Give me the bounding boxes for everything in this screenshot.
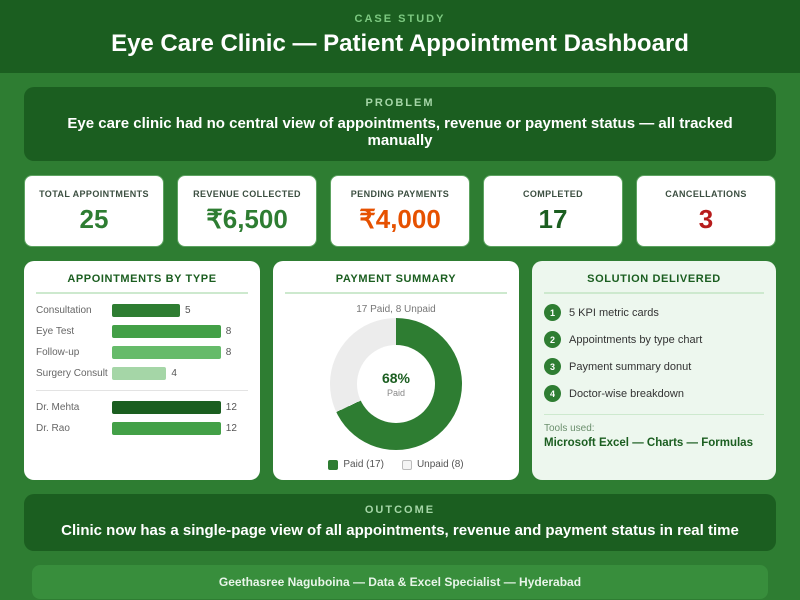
kpi-value: 17 (538, 204, 568, 234)
solution-item-text: Appointments by type chart (569, 333, 703, 346)
problem-banner: PROBLEM Eye care clinic had no central v… (24, 87, 776, 161)
kpi-card: REVENUE COLLECTED ₹6,500 (177, 175, 317, 247)
solution-item-number-badge: 2 (544, 331, 561, 348)
kpi-card: COMPLETED 17 (483, 175, 623, 247)
page-title: Eye Care Clinic — Patient Appointment Da… (111, 30, 689, 57)
solution-item: 1 5 KPI metric cards (544, 304, 764, 321)
solution-item-text: Payment summary donut (569, 360, 692, 373)
kpi-value: ₹6,500 (206, 204, 288, 234)
bar-row: Dr. Rao 12 (36, 422, 248, 435)
outcome-text: Clinic now has a single-page view of all… (61, 522, 739, 539)
kpi-card: TOTAL APPOINTMENTS 25 (24, 175, 164, 247)
bar-category-label: Eye Test (36, 326, 75, 337)
kpi-value: 3 (698, 204, 714, 234)
donut-center: 68% Paid (357, 345, 435, 423)
solution-item-number-badge: 4 (544, 385, 561, 402)
tools-label: Tools used: (544, 423, 595, 434)
kpi-value: 25 (79, 204, 109, 234)
case-study-eyebrow: CASE STUDY (354, 13, 446, 25)
type-bar-chart: Consultation 5 Eye Test 8 Follow-up 8 Surgery … (36, 304, 248, 380)
kpi-card: CANCELLATIONS 3 (636, 175, 776, 247)
payment-donut-chart: 68% Paid (330, 318, 462, 450)
payment-summary-card: PAYMENT SUMMARY 17 Paid, 8 Unpaid 68% Pa… (273, 261, 519, 480)
author-footer: Geethasree Naguboina — Data & Excel Spec… (32, 565, 768, 599)
bar-category-label: Consultation (36, 305, 92, 316)
kpi-label: PENDING PAYMENTS (350, 189, 450, 199)
outcome-label: OUTCOME (364, 504, 436, 516)
bar-fill (112, 346, 221, 359)
kpi-value: ₹4,000 (359, 204, 441, 234)
bar-track: 12 (112, 401, 248, 414)
donut-percent-label: Paid (386, 388, 405, 398)
bar-fill (112, 325, 221, 338)
bar-category-label: Dr. Mehta (36, 402, 80, 413)
solution-item-number-badge: 1 (544, 304, 561, 321)
bar-value: 8 (225, 347, 232, 358)
appointments-card-title: APPOINTMENTS BY TYPE (36, 273, 248, 294)
bar-value: 5 (185, 305, 191, 316)
kpi-label: COMPLETED (522, 189, 584, 199)
solution-item: 4 Doctor-wise breakdown (544, 385, 764, 402)
bar-value: 4 (171, 368, 177, 379)
legend-label: Unpaid (8) (416, 459, 464, 470)
bar-row: Follow-up 8 (36, 346, 248, 359)
bar-track: 12 (112, 422, 248, 435)
donut-legend: Paid (17) Unpaid (8) (285, 459, 507, 470)
kpi-card: PENDING PAYMENTS ₹4,000 (330, 175, 470, 247)
solution-item: 2 Appointments by type chart (544, 331, 764, 348)
bar-value: 8 (225, 326, 232, 337)
bar-row: Consultation 5 (36, 304, 248, 317)
bar-track: 4 (112, 367, 248, 380)
donut-wrapper: 68% Paid (285, 318, 507, 450)
legend-item: Unpaid (8) (401, 459, 464, 470)
bar-fill (112, 401, 221, 414)
solution-items-list: 1 5 KPI metric cards 2 Appointments by type… (544, 304, 764, 402)
donut-percent-value: 68% (381, 370, 411, 386)
tools-section: Tools used: Microsoft Excel — Charts — F… (544, 414, 764, 449)
problem-label: PROBLEM (365, 97, 435, 109)
solution-item-number-badge: 3 (544, 358, 561, 375)
problem-text: Eye care clinic had no central view of a… (67, 115, 733, 149)
kpi-label: TOTAL APPOINTMENTS (39, 189, 149, 199)
legend-swatch (401, 459, 412, 470)
charts-row: APPOINTMENTS BY TYPE Consultation 5 Eye Te… (24, 261, 776, 480)
legend-label: Paid (17) (343, 459, 384, 470)
outcome-banner: OUTCOME Clinic now has a single-page vie… (24, 494, 776, 551)
payment-card-title: PAYMENT SUMMARY (285, 273, 507, 294)
bar-group-divider (36, 390, 248, 391)
solution-item-text: 5 KPI metric cards (569, 306, 659, 319)
bar-row: Dr. Mehta 12 (36, 401, 248, 414)
bar-category-label: Follow-up (36, 347, 80, 358)
solution-delivered-card: SOLUTION DELIVERED 1 5 KPI metric cards 2 A… (532, 261, 776, 480)
bar-row: Eye Test 8 (36, 325, 248, 338)
kpi-row: TOTAL APPOINTMENTS 25 REVENUE COLLECTED ₹6,… (24, 175, 776, 247)
bar-fill (112, 304, 180, 317)
legend-item: Paid (17) (328, 459, 384, 470)
bar-fill (112, 422, 221, 435)
bar-category-label: Surgery Consult (36, 368, 108, 379)
kpi-label: CANCELLATIONS (665, 189, 747, 199)
bar-track: 8 (112, 325, 248, 338)
tools-text: Microsoft Excel — Charts — Formulas (544, 437, 753, 449)
legend-swatch (328, 459, 339, 470)
content-wrapper: PROBLEM Eye care clinic had no central v… (0, 87, 800, 551)
page-header: CASE STUDY Eye Care Clinic — Patient App… (0, 0, 800, 73)
bar-category-label: Dr. Rao (36, 423, 70, 434)
kpi-label: REVENUE COLLECTED (193, 189, 301, 199)
appointments-by-type-card: APPOINTMENTS BY TYPE Consultation 5 Eye Te… (24, 261, 260, 480)
doctor-bar-chart: Dr. Mehta 12 Dr. Rao 12 (36, 401, 248, 435)
bar-value: 12 (225, 402, 237, 413)
bar-track: 8 (112, 346, 248, 359)
bar-track: 5 (112, 304, 248, 317)
payment-subtitle: 17 Paid, 8 Unpaid (356, 304, 436, 315)
bar-row: Surgery Consult 4 (36, 367, 248, 380)
bar-value: 12 (225, 423, 237, 434)
author-footer-text: Geethasree Naguboina — Data & Excel Spec… (218, 575, 582, 589)
solution-item: 3 Payment summary donut (544, 358, 764, 375)
solution-item-text: Doctor-wise breakdown (569, 387, 684, 400)
bar-fill (112, 367, 167, 380)
solution-card-title: SOLUTION DELIVERED (544, 273, 764, 294)
